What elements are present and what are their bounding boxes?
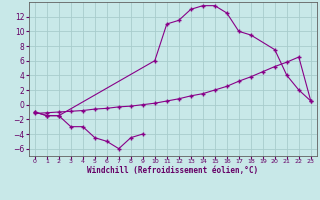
X-axis label: Windchill (Refroidissement éolien,°C): Windchill (Refroidissement éolien,°C) [87, 166, 258, 175]
